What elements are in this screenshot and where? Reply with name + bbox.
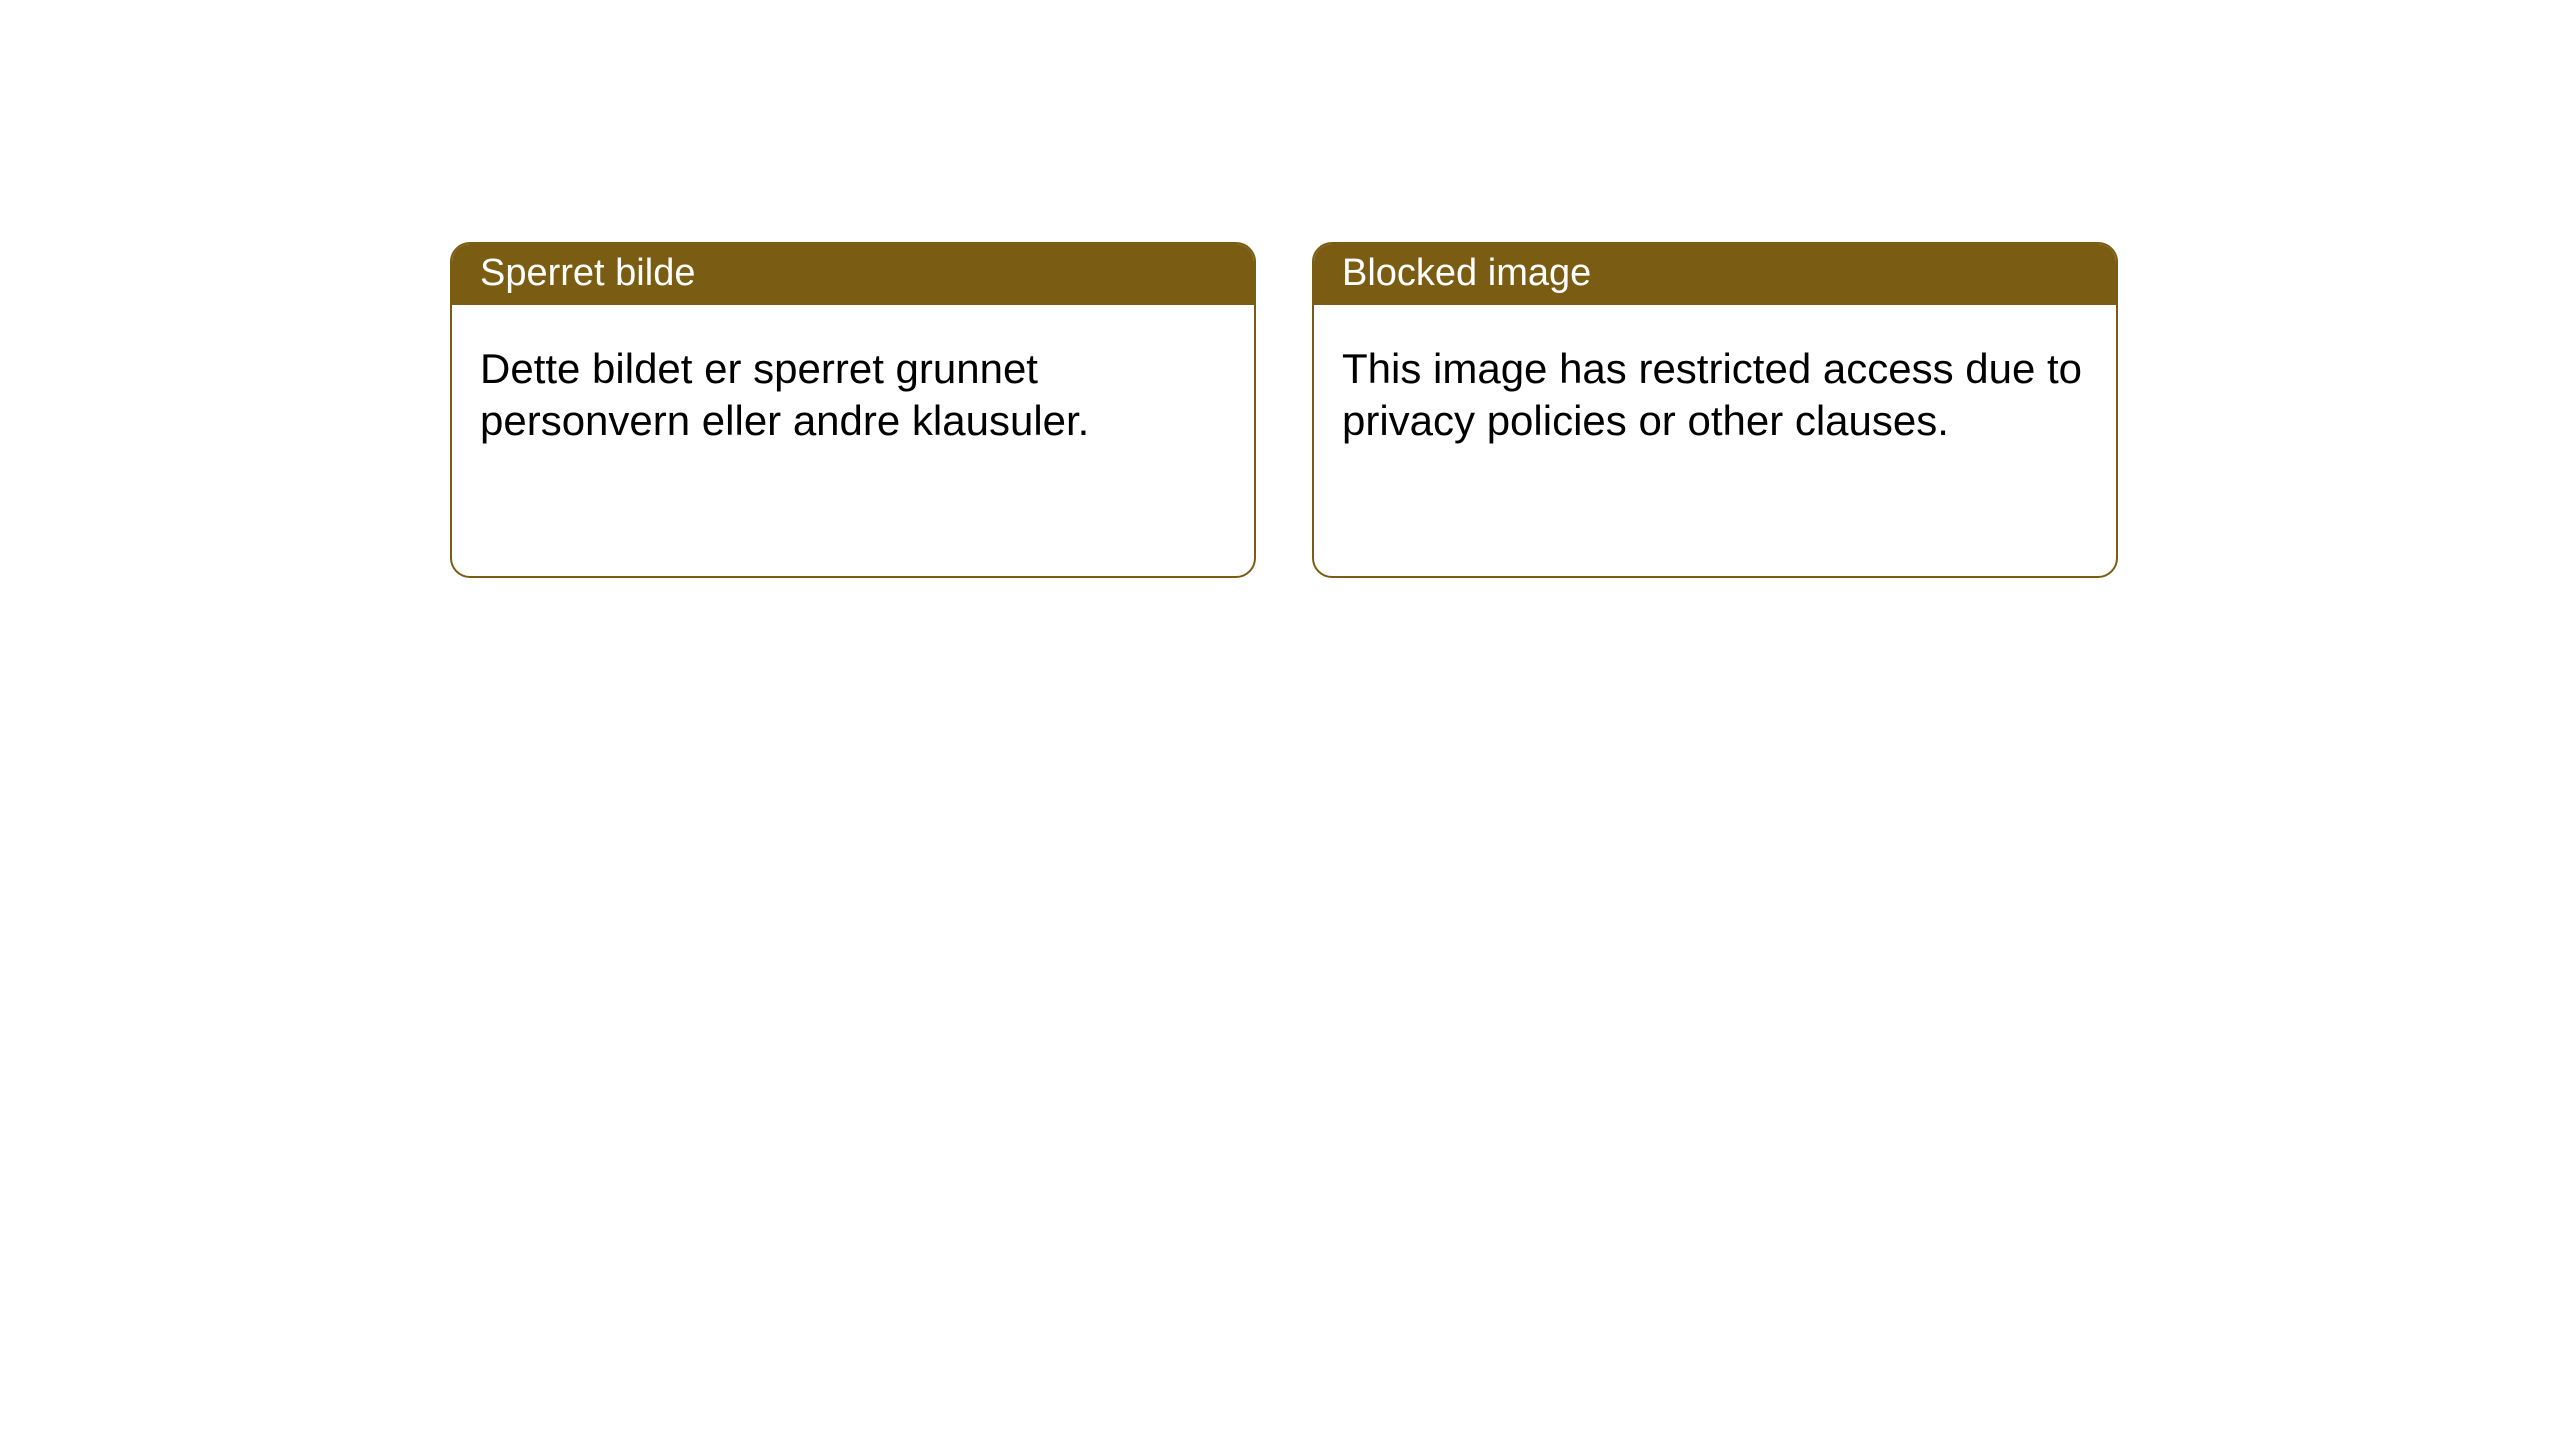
card-body-text: This image has restricted access due to … bbox=[1342, 345, 2082, 444]
card-body-text: Dette bildet er sperret grunnet personve… bbox=[480, 345, 1089, 444]
blocked-image-card-no: Sperret bilde Dette bildet er sperret gr… bbox=[450, 242, 1256, 578]
card-header: Blocked image bbox=[1314, 244, 2116, 305]
card-header: Sperret bilde bbox=[452, 244, 1254, 305]
notice-container: Sperret bilde Dette bildet er sperret gr… bbox=[0, 0, 2560, 578]
card-title: Sperret bilde bbox=[480, 252, 695, 294]
blocked-image-card-en: Blocked image This image has restricted … bbox=[1312, 242, 2118, 578]
card-title: Blocked image bbox=[1342, 252, 1591, 294]
card-body: Dette bildet er sperret grunnet personve… bbox=[452, 305, 1254, 485]
card-body: This image has restricted access due to … bbox=[1314, 305, 2116, 485]
